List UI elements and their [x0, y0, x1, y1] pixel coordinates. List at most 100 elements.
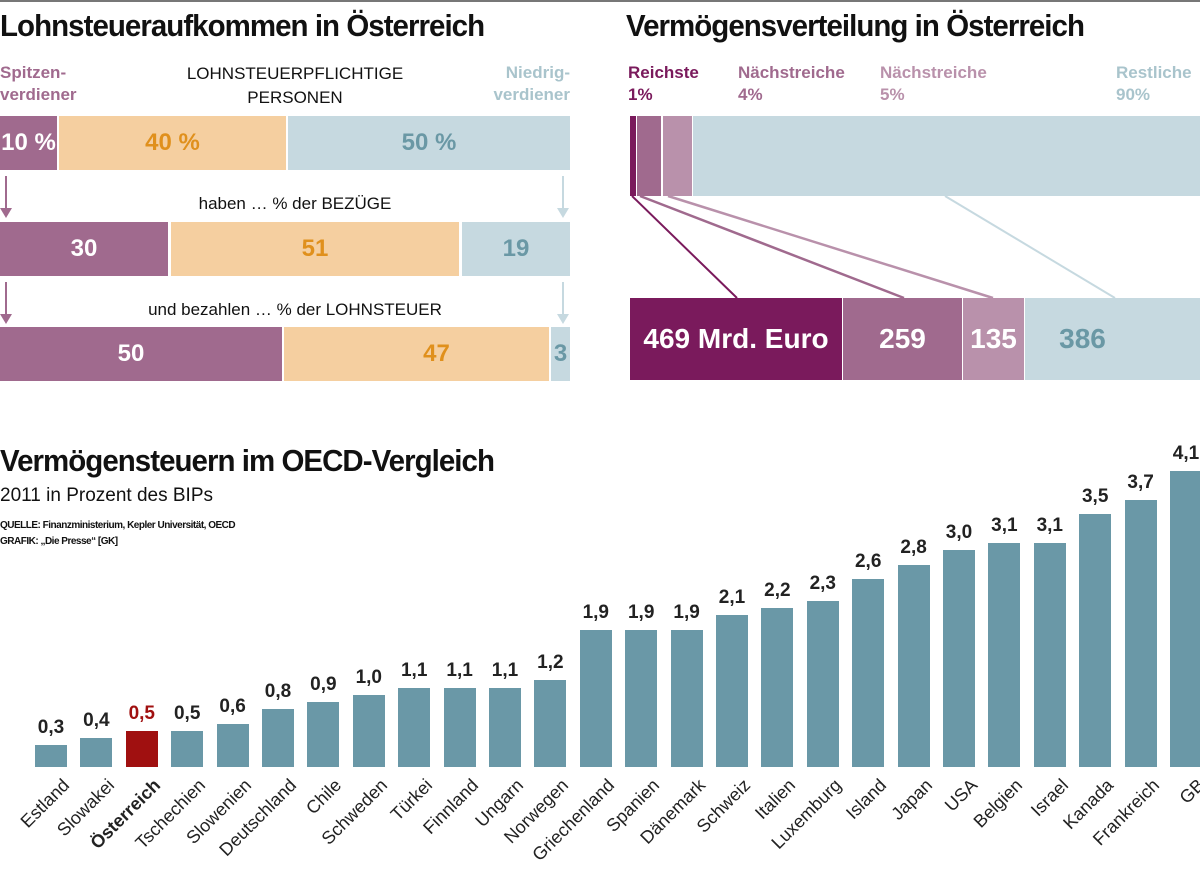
category-label: GB	[1175, 775, 1200, 808]
label-line: verdiener	[0, 85, 77, 104]
data-label: 0,3	[37, 717, 65, 739]
category-label: Belgien	[969, 775, 1027, 832]
row3-top: 50	[0, 327, 282, 381]
label-line: verdiener	[493, 85, 570, 104]
data-label: 2,3	[809, 572, 836, 594]
data-label: 0,5	[128, 702, 155, 724]
bar-Spanien	[625, 629, 658, 767]
data-label: 1,9	[673, 601, 700, 623]
row1-top: 10 %	[0, 116, 57, 170]
bar-Schweiz	[716, 615, 748, 767]
label-line: 5%	[880, 85, 905, 104]
data-label: 2,8	[900, 536, 927, 558]
data-label: 1,1	[400, 659, 428, 681]
data-label: 1,1	[491, 659, 519, 681]
bar-Frankreich	[1124, 499, 1157, 767]
label-line: 4%	[738, 85, 763, 104]
top-border	[0, 0, 1200, 2]
label-line: Niedrig-	[505, 63, 570, 82]
data-label: 1,0	[355, 666, 382, 688]
data-label: 0,6	[219, 695, 246, 717]
bar-Island	[852, 579, 885, 767]
vermoegen-title: Vermögensverteilung in Österreich	[626, 8, 1085, 43]
bar-Ungarn	[489, 687, 521, 767]
bar-Slowakei	[80, 738, 113, 767]
label-reichste: Reichste 1%	[628, 62, 699, 106]
label-line: LOHNSTEUERPFLICHTIGE	[186, 64, 404, 83]
bar-Japan	[897, 564, 930, 767]
data-label: 0,9	[310, 674, 337, 696]
label-line: PERSONEN	[247, 88, 343, 107]
bar-Türkei	[398, 687, 431, 767]
lohnsteuer-title: Lohnsteueraufkommen in Österreich	[0, 8, 485, 43]
label-line: Nächstreiche	[880, 63, 987, 82]
bar-Tschechien	[171, 730, 204, 767]
bar-Griechenland	[579, 629, 612, 767]
oecd-title: Vermögensteuern im OECD-Vergleich	[0, 443, 495, 478]
data-label: 0,8	[264, 681, 292, 703]
bar-Schweden	[352, 694, 385, 767]
category-label: Japan	[886, 775, 936, 824]
bar-Chile	[307, 702, 340, 767]
row2-low: 19	[462, 222, 570, 276]
bar-Luxemburg	[806, 600, 839, 767]
data-label: 3,5	[1081, 486, 1109, 508]
row3-low: 3	[551, 327, 570, 381]
bar-Deutschland	[262, 709, 294, 767]
label-personen: LOHNSTEUERPFLICHTIGE PERSONEN	[135, 62, 455, 110]
label-line: 90%	[1116, 85, 1151, 104]
bar-Finnland	[443, 687, 476, 767]
bar-GB	[1170, 471, 1200, 767]
wealth-value-5: 135	[963, 298, 1024, 380]
bar-USA	[943, 550, 975, 767]
share-bar-90	[693, 116, 1200, 196]
connector-line	[667, 194, 994, 300]
data-label: 2,6	[854, 551, 882, 573]
wealth-diagram	[630, 116, 1200, 300]
data-label: 3,0	[945, 522, 973, 544]
caption-bezuege: haben … % der BEZÜGE	[198, 194, 392, 213]
credit-note: GRAFIK: „Die Presse“ [GK]	[0, 536, 118, 547]
bar-Kanada	[1079, 514, 1112, 767]
data-label: 1,2	[537, 652, 564, 674]
label-line: Restliche	[1116, 63, 1192, 82]
caption-lohnsteuer: und bezahlen … % der LOHNSTEUER	[148, 300, 442, 319]
row2-middle: 51	[171, 222, 459, 276]
wealth-value-1: 469 Mrd. Euro	[630, 298, 842, 380]
connector-line	[631, 195, 738, 299]
arrow-down-icon	[557, 282, 569, 324]
label-line: 1%	[628, 85, 653, 104]
wealth-value-4: 259	[843, 298, 962, 380]
data-label: 2,2	[764, 580, 791, 602]
bar-Norwegen	[534, 680, 567, 767]
data-label: 3,1	[991, 515, 1018, 537]
data-label: 1,1	[446, 659, 473, 681]
label-naechstreiche-5: Nächstreiche 5%	[880, 62, 987, 106]
bar-Israel	[1033, 543, 1066, 767]
row3-middle: 47	[284, 327, 549, 381]
data-label: 2,1	[718, 587, 746, 609]
row2-top: 30	[0, 222, 168, 276]
arrow-down-icon	[0, 176, 12, 218]
connector-line	[944, 195, 1116, 299]
wealth-value-90: 386	[1025, 298, 1200, 380]
share-bar-5	[663, 116, 692, 196]
bar-Slowenien	[216, 723, 249, 767]
row1-low: 50 %	[288, 116, 570, 170]
arrow-down-icon	[0, 282, 12, 324]
oecd-subtitle: 2011 in Prozent des BIPs	[0, 485, 213, 506]
label-niedrigverdiener: Niedrig-verdiener	[493, 62, 570, 106]
data-label: 3,1	[1036, 515, 1063, 537]
bar-Österreich	[125, 730, 158, 767]
bar-Italien	[761, 608, 794, 767]
share-bar-4	[637, 116, 661, 196]
category-label: Island	[842, 775, 891, 824]
data-label: 0,4	[83, 710, 110, 732]
data-label: 3,7	[1127, 471, 1154, 493]
row1-middle: 40 %	[59, 116, 286, 170]
arrow-down-icon	[557, 176, 569, 218]
label-line: Nächstreiche	[738, 63, 845, 82]
label-naechstreiche-4: Nächstreiche 4%	[738, 62, 845, 106]
bar-Dänemark	[670, 629, 703, 767]
